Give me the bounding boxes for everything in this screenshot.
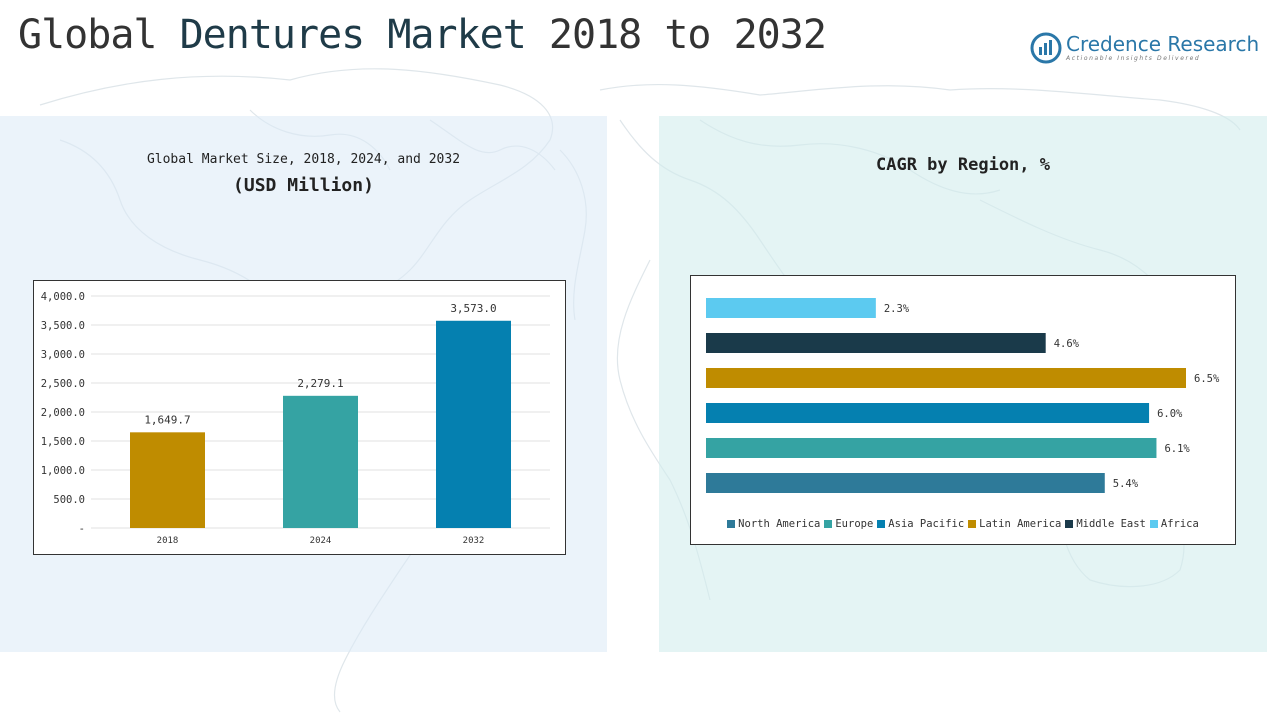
y-tick-label: 3,500.0: [41, 320, 85, 332]
cagr-bar-north-america: [706, 473, 1105, 493]
logo-icon: [1030, 32, 1062, 64]
y-tick-label: 4,000.0: [41, 291, 85, 303]
legend-label: Middle East: [1076, 518, 1146, 530]
cagr-bar-middle-east: [706, 333, 1046, 353]
title-part-years: 2018 to 2032: [548, 12, 827, 58]
cagr-bar-africa: [706, 298, 876, 318]
legend-item: Africa: [1149, 518, 1199, 530]
y-tick-label: 500.0: [53, 494, 85, 506]
legend-item: North America: [727, 518, 820, 530]
legend-label: Africa: [1160, 518, 1199, 530]
bar-2018: [130, 432, 205, 528]
cagr-bar-europe: [706, 438, 1157, 458]
bar-value-label: 1,649.7: [144, 413, 190, 426]
cagr-legend: North America Europe Asia Pacific Latin Ame…: [691, 518, 1235, 530]
legend-swatch: [1149, 520, 1158, 528]
cagr-title: CAGR by Region, %: [876, 155, 1050, 175]
legend-swatch: [968, 520, 977, 528]
legend-swatch: [824, 520, 833, 528]
cagr-value-label: 6.1%: [1164, 443, 1190, 455]
legend-swatch: [1065, 520, 1074, 528]
legend-item: Asia Pacific: [877, 518, 964, 530]
y-tick-label: 2,000.0: [41, 407, 85, 419]
cagr-chart-svg: 5.4% 6.1% 6.0% 6.5% 4.6% 2.3%: [706, 298, 1220, 493]
title-part-market: Dentures Market: [179, 12, 527, 58]
legend-item: Middle East: [1065, 518, 1146, 530]
cagr-bar-asia-pacific: [706, 403, 1150, 423]
market-size-chart: - 500.0 1,000.0 1,500.0 2,000.0 2,500.0 3,000.…: [33, 280, 566, 555]
market-size-unit: (USD Million): [233, 175, 374, 196]
credence-research-logo: Credence Research Actionable Insights De…: [1030, 30, 1259, 70]
legend-item: Latin America: [968, 518, 1061, 530]
bar-value-label: 3,573.0: [450, 302, 496, 315]
bar-value-label: 2,279.1: [297, 377, 343, 390]
logo-name: Credence Research: [1066, 32, 1260, 56]
market-size-subtitle: Global Market Size, 2018, 2024, and 2032: [146, 152, 461, 167]
cagr-value-label: 5.4%: [1113, 478, 1139, 490]
legend-label: Asia Pacific: [888, 518, 965, 530]
bar-2024: [283, 395, 358, 528]
bar-2032: [436, 320, 511, 528]
y-tick-label: -: [79, 523, 85, 535]
cagr-value-label: 4.6%: [1054, 338, 1080, 350]
page-title: Global Dentures Market 2018 to 2032: [18, 12, 827, 58]
x-tick-label: 2032: [463, 536, 485, 546]
legend-label: Latin America: [979, 518, 1062, 530]
logo-tagline: Actionable Insights Delivered: [1066, 55, 1201, 62]
legend-swatch: [727, 520, 736, 528]
title-part-global: Global: [18, 12, 157, 58]
legend-item: Europe: [824, 518, 873, 530]
cagr-value-label: 2.3%: [884, 303, 910, 315]
y-tick-label: 1,500.0: [41, 436, 85, 448]
market-size-chart-svg: - 500.0 1,000.0 1,500.0 2,000.0 2,500.0 3,000.…: [41, 291, 550, 546]
legend-label: Europe: [835, 518, 874, 530]
cagr-value-label: 6.5%: [1194, 373, 1220, 385]
y-tick-label: 1,000.0: [41, 465, 85, 477]
cagr-chart: 5.4% 6.1% 6.0% 6.5% 4.6% 2.3% North America Eu…: [690, 275, 1236, 545]
legend-label: North America: [738, 518, 821, 530]
cagr-bar-latin-america: [706, 368, 1186, 388]
legend-swatch: [877, 520, 886, 528]
y-tick-label: 3,000.0: [41, 349, 85, 361]
x-tick-label: 2024: [310, 536, 332, 546]
x-tick-label: 2018: [157, 536, 179, 546]
cagr-value-label: 6.0%: [1157, 408, 1183, 420]
y-tick-label: 2,500.0: [41, 378, 85, 390]
